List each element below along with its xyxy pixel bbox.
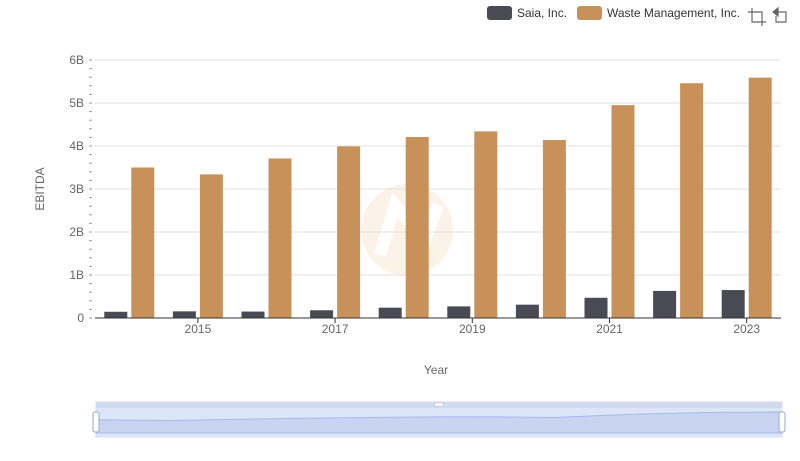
y-tick-label: 4B xyxy=(69,139,84,153)
bar-saia-2016[interactable] xyxy=(241,311,265,318)
bar-waste-management-2021[interactable] xyxy=(611,105,635,319)
x-axis-title: Year xyxy=(424,363,448,377)
datazoom-handle-left[interactable] xyxy=(92,411,100,433)
bar-waste-management-2015[interactable] xyxy=(199,174,223,318)
restore-icon[interactable] xyxy=(772,6,787,23)
y-minor-ticks xyxy=(89,59,92,319)
y-tick-label: 3B xyxy=(69,182,84,196)
x-tick-label: 2023 xyxy=(733,322,760,336)
legend-label-waste-management: Waste Management, Inc. xyxy=(607,6,740,20)
y-tick-label: 1B xyxy=(69,268,84,282)
bar-saia-2015[interactable] xyxy=(172,311,196,318)
bar-saia-2020[interactable] xyxy=(515,304,539,318)
bar-waste-management-2020[interactable] xyxy=(542,139,566,318)
legend-label-saia: Saia, Inc. xyxy=(517,6,567,20)
bar-waste-management-2017[interactable] xyxy=(337,146,361,318)
y-tick-label: 6B xyxy=(69,53,84,67)
bar-waste-management-2016[interactable] xyxy=(268,158,292,318)
x-tick-label: 2015 xyxy=(185,322,212,336)
bar-waste-management-2018[interactable] xyxy=(405,136,429,318)
x-axis-labels: 2015 2017 2019 2021 2023 xyxy=(185,322,761,336)
bar-saia-2018[interactable] xyxy=(378,307,402,318)
bar-waste-management-2022[interactable] xyxy=(680,83,704,318)
datazoom-handle-right[interactable] xyxy=(778,411,786,433)
x-axis-ticks xyxy=(197,318,748,323)
bar-saia-2014[interactable] xyxy=(104,311,128,318)
bar-saia-2022[interactable] xyxy=(653,290,677,318)
datazoom-data-shadow xyxy=(95,411,783,434)
bar-saia-2017[interactable] xyxy=(310,310,334,318)
x-tick-label: 2021 xyxy=(596,322,623,336)
crop-icon[interactable] xyxy=(748,8,766,26)
bar-saia-2021[interactable] xyxy=(584,297,608,318)
bar-saia-2019[interactable] xyxy=(447,306,471,318)
bar-waste-management-2014[interactable] xyxy=(131,167,155,319)
y-tick-label: 2B xyxy=(69,225,84,239)
y-axis-title: EBITDA xyxy=(33,167,47,210)
bar-waste-management-2019[interactable] xyxy=(474,131,498,318)
x-tick-label: 2019 xyxy=(459,322,486,336)
datazoom-slider[interactable] xyxy=(92,401,786,438)
grid-lines xyxy=(95,59,781,319)
y-tick-label: 5B xyxy=(69,96,84,110)
bars xyxy=(104,77,772,319)
bar-saia-2023[interactable] xyxy=(721,290,745,318)
y-tick-label: 0 xyxy=(77,311,84,325)
legend-item-saia[interactable]: Saia, Inc. xyxy=(487,6,567,20)
y-axis-labels: 0 1B 2B 3B 4B 5B 6B xyxy=(69,53,84,325)
legend-item-waste-management[interactable]: Waste Management, Inc. xyxy=(577,6,740,20)
datazoom-drag-grip[interactable] xyxy=(434,402,444,407)
legend-swatch-saia xyxy=(487,6,512,20)
x-tick-label: 2017 xyxy=(322,322,349,336)
bar-waste-management-2023[interactable] xyxy=(748,77,772,318)
legend-swatch-waste-management xyxy=(577,6,602,20)
legend: Saia, Inc. Waste Management, Inc. xyxy=(487,6,740,20)
